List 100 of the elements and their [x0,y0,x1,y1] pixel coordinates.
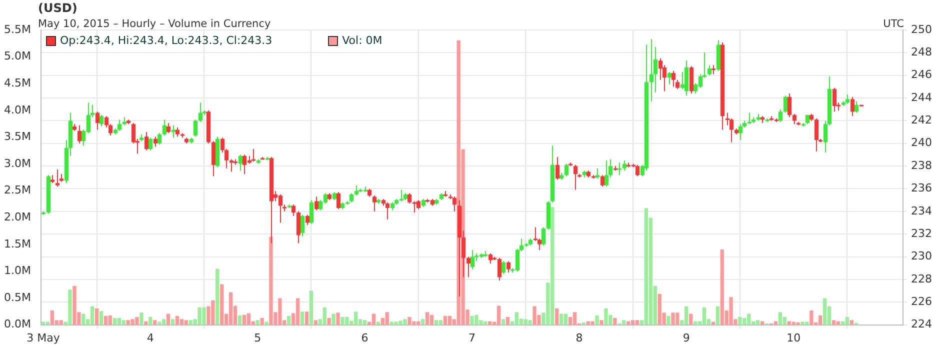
candlestick [96,111,100,130]
bar [778,312,782,325]
candlestick [412,200,416,214]
candlestick [680,71,684,90]
x-tick-label: 3 May [26,331,60,344]
bar [175,316,180,325]
candlestick [238,154,242,172]
bar [322,307,326,325]
bar [162,319,166,325]
candlestick [850,96,854,117]
candlestick [814,118,818,152]
candlestick [350,192,354,203]
candlestick [708,64,712,76]
candlestick [162,119,166,136]
y2-tick-label: 234 [911,204,932,218]
candlestick [372,195,376,212]
candlestick [300,214,304,237]
bar [166,314,170,325]
bar [555,308,559,325]
y-tick-label: 0.5M [4,290,31,304]
bar [238,315,242,325]
y2-tick-label: 250 [911,22,932,36]
bar [104,316,108,325]
bar [702,307,706,325]
bar [153,320,157,325]
bar [327,318,331,325]
candlestick [198,102,202,122]
candlestick [690,66,694,94]
candlestick [386,202,390,220]
bar [823,298,827,325]
candlestick [672,70,676,88]
candlestick [466,256,470,278]
y2-tick-label: 240 [911,136,932,150]
bar [666,316,670,325]
candlestick [792,113,796,125]
bar [228,292,233,325]
candlestick [668,71,672,85]
bar [635,320,640,325]
candlestick [166,122,170,134]
chart-title: (USD) [38,1,78,15]
annotation: UTC [883,18,904,30]
bar [220,284,224,325]
bar [644,208,648,325]
bar [600,320,604,325]
candlestick [158,132,162,146]
y2-tick-label: 236 [911,182,932,195]
legend-label: Op:243.4, Hi:243.4, Lo:243.3, Cl:243.3 [60,34,272,47]
bar [122,320,126,325]
bar [296,298,300,325]
candlestick [596,168,600,180]
bar [314,320,318,325]
bar [496,306,501,325]
bar [372,314,376,325]
bar [184,320,188,325]
candlestick [78,124,82,144]
bar [336,312,340,325]
candlestick [408,192,412,204]
legend-label: Vol: 0M [342,34,382,47]
candlestick [310,200,314,224]
y2-tick-label: 226 [911,294,932,308]
candlestick [194,119,198,138]
x-tick-label: 5 [254,331,262,344]
x-tick-label: 6 [361,331,368,344]
candlestick [604,160,608,187]
candlestick [416,200,420,210]
bar [82,314,86,325]
candlestick [506,260,510,274]
bar [170,319,175,325]
candlestick [684,60,688,96]
bar [421,319,425,325]
y2-tick-label: 248 [911,46,932,59]
candlestick [854,100,858,114]
y2-tick-label: 224 [911,318,932,331]
y-tick-label: 5.5M [4,22,31,36]
candlestick [336,192,340,210]
candlestick [784,95,788,114]
bar [430,314,434,325]
chart-subtitle: May 10, 2015 – Hourly – Volume in Currency [38,18,271,30]
y-tick-label: 3.0M [4,156,31,170]
candlestick [600,174,604,187]
bar [845,316,850,325]
bar [572,312,577,325]
bar [180,319,184,325]
y-tick-label: 4.0M [4,103,31,116]
candlestick [542,226,546,246]
candlestick [574,164,578,190]
bar [216,268,220,325]
y-tick-label: 2.0M [4,210,31,224]
x-tick-label: 7 [468,331,476,344]
bar [501,319,506,325]
bar [309,290,314,325]
y-tick-label: 3.5M [4,130,31,144]
bar [595,315,599,325]
bar [300,312,304,325]
bar [434,320,438,325]
bar [385,312,389,325]
bar [332,314,336,325]
y2-tick-label: 228 [911,272,932,286]
bar [260,318,264,325]
candlestick [452,196,456,212]
